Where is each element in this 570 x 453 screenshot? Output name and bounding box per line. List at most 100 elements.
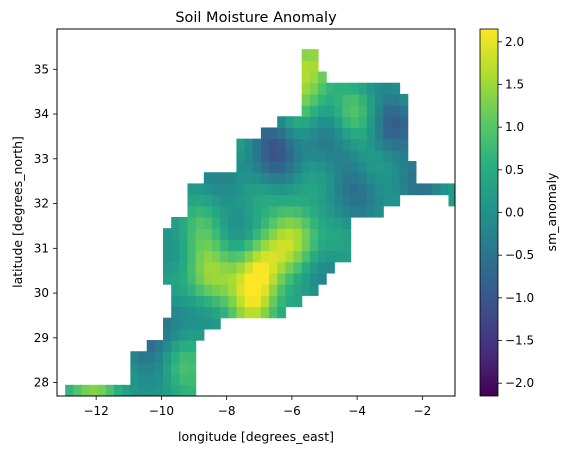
heatmap-cell [293,250,303,263]
heatmap-cell [211,172,221,185]
heatmap-cell [375,105,384,117]
heatmap-cell [269,161,278,173]
heatmap-cell [252,272,262,285]
heatmap-cell [358,183,368,196]
heatmap-cell [375,82,384,95]
heatmap-cell [187,340,197,352]
heatmap-cell [187,261,197,274]
heatmap-cell [399,183,409,196]
heatmap-cell [399,93,409,106]
heatmap-cell [399,138,409,151]
heatmap-cell [211,183,221,196]
heatmap-cell [293,138,303,151]
heatmap-cell [326,250,335,263]
heatmap-cell [293,194,303,207]
heatmap-cell [179,384,189,396]
x-axis: −12 −10 −8 −6 −4 −2 [83,396,431,418]
heatmap-cell [236,194,246,207]
heatmap-cell [146,373,156,386]
heatmap-cell [211,284,221,296]
heatmap-cell [73,384,83,396]
heatmap-cell [326,105,335,117]
heatmap-cell [260,216,270,229]
heatmap-cell [154,351,164,364]
heatmap-cell [260,261,270,274]
heatmap-cell [391,172,401,185]
heatmap-cell [358,105,368,117]
heatmap-cell [244,261,254,274]
heatmap-cell [220,306,229,319]
heatmap-cell [244,239,254,252]
y-tick-label: 33 [34,152,49,166]
heatmap-cell [309,272,319,285]
heatmap-cell [350,138,360,151]
heatmap-cell [326,93,335,106]
heatmap-cell [269,228,278,240]
heatmap-cell [293,172,303,185]
heatmap-cell [309,71,319,84]
heatmap-cell [211,261,221,274]
heatmap-cell [277,116,286,129]
heatmap-cell [293,161,303,173]
heatmap-cell [269,306,278,319]
heatmap-cell [163,362,172,375]
heatmap-cell [317,138,327,151]
heatmap-cell [260,194,270,207]
heatmap-cell [334,194,344,207]
heatmap-cell [187,384,197,396]
heatmap-cell [391,105,401,117]
heatmap-cell [399,161,409,173]
heatmap-cell [65,384,74,396]
heatmap-cell [375,149,384,162]
heatmap-cell [244,194,254,207]
heatmap-cell [301,161,311,173]
heatmap-cell [228,194,238,207]
heatmap-cell [179,216,189,229]
heatmap-cell [391,93,401,106]
heatmap-cell [350,93,360,106]
heatmap-cell [260,205,270,218]
colorbar-tick-label: −1.0 [505,291,534,305]
heatmap-cell [301,60,311,73]
heatmap-cell [293,116,303,129]
heatmap-cell [326,194,335,207]
heatmap-cell [309,284,319,296]
heatmap-cell [293,127,303,140]
heatmap-cell [187,351,197,364]
heatmap-cell [399,172,409,185]
heatmap-cell [326,149,335,162]
heatmap-cell [260,183,270,196]
heatmap-cell [391,138,401,151]
heatmap-cell [195,216,205,229]
heatmap-cells [65,49,455,396]
heatmap-cell [399,105,409,117]
heatmap-cell [179,340,189,352]
heatmap-cell [301,250,311,263]
heatmap-cell [375,183,384,196]
heatmap-cell [203,284,213,296]
heatmap-cell [309,194,319,207]
heatmap-cell [203,172,213,185]
heatmap-cell [285,116,295,129]
heatmap-cell [383,138,392,151]
heatmap-cell [285,127,295,140]
heatmap-cell [179,362,189,375]
heatmap-cell [342,161,352,173]
heatmap-cell [211,228,221,240]
heatmap-cell [244,161,254,173]
heatmap-cell [154,384,164,396]
heatmap-cell [293,284,303,296]
colorbar [480,29,498,396]
heatmap-cell [146,384,156,396]
heatmap-cell [366,161,376,173]
heatmap-cell [236,261,246,274]
heatmap-cell [285,295,295,308]
heatmap-cell [195,317,205,330]
heatmap-cell [269,149,278,162]
heatmap-cell [252,205,262,218]
heatmap-cell [309,183,319,196]
heatmap-cell [334,239,344,252]
heatmap-cell [285,250,295,263]
heatmap-cell [309,60,319,73]
